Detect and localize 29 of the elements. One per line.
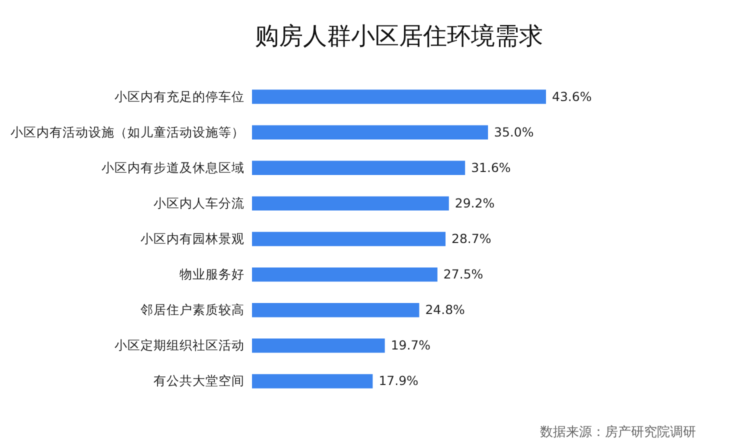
data-label: 43.6% <box>552 88 592 104</box>
data-label: 29.2% <box>454 195 495 210</box>
data-label: 27.5% <box>443 266 484 282</box>
chart-title: 购房人群小区居住环境需求 <box>255 22 543 50</box>
bar <box>252 160 466 175</box>
bar <box>252 232 446 246</box>
data-label: 35.0% <box>494 124 534 140</box>
y-tick-label: 小区内有活动设施（如儿童活动设施等） <box>10 124 244 140</box>
bar <box>252 196 449 211</box>
data-label: 31.6% <box>471 160 511 175</box>
y-tick-label: 物业服务好 <box>180 266 244 282</box>
y-tick-label: 小区定期组织社区活动 <box>114 338 244 353</box>
bar <box>252 125 488 140</box>
bar <box>252 303 420 318</box>
data-label: 24.8% <box>425 302 466 318</box>
bar <box>252 267 438 282</box>
data-label: 17.9% <box>378 373 419 388</box>
source-note: 数据来源：房产研究院调研 <box>540 424 696 440</box>
y-tick-label: 邻居住户素质较高 <box>140 302 244 318</box>
bar <box>252 374 373 388</box>
bar <box>252 90 546 104</box>
bar <box>252 338 385 353</box>
y-tick-label: 小区内有充足的停车位 <box>114 88 244 104</box>
data-label: 28.7% <box>452 231 492 246</box>
y-tick-label: 小区内有步道及休息区域 <box>102 160 244 175</box>
data-label: 19.7% <box>390 338 431 353</box>
y-tick-label: 小区内人车分流 <box>154 195 244 210</box>
y-tick-label: 小区内有园林景观 <box>140 231 244 246</box>
y-tick-label: 有公共大堂空间 <box>154 373 244 388</box>
